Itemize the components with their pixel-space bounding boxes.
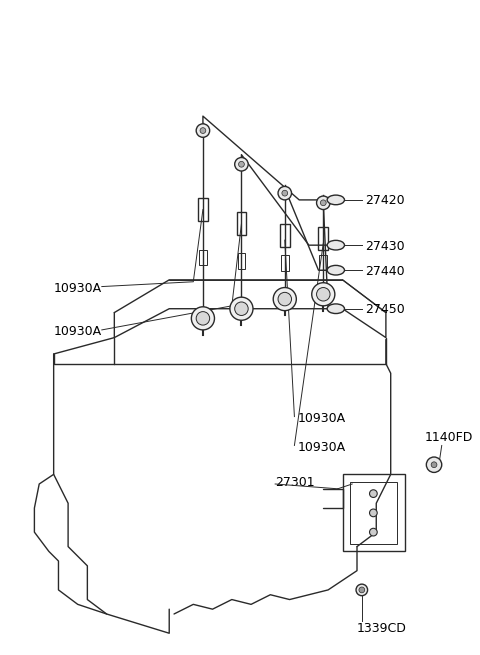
- Circle shape: [282, 190, 288, 196]
- Circle shape: [239, 161, 244, 167]
- Circle shape: [356, 584, 368, 595]
- Text: 1339CD: 1339CD: [357, 622, 407, 635]
- Circle shape: [196, 312, 210, 325]
- Text: 10930A: 10930A: [297, 412, 346, 425]
- Text: 27301: 27301: [275, 476, 315, 489]
- Circle shape: [273, 288, 296, 310]
- Ellipse shape: [327, 304, 345, 314]
- Text: 10930A: 10930A: [297, 441, 346, 454]
- Circle shape: [359, 587, 365, 593]
- Circle shape: [200, 128, 206, 134]
- Circle shape: [235, 302, 248, 316]
- Circle shape: [312, 283, 335, 306]
- Text: 27440: 27440: [365, 265, 404, 278]
- Text: 1140FD: 1140FD: [424, 431, 473, 444]
- Bar: [198, 198, 208, 221]
- Circle shape: [196, 124, 210, 138]
- Circle shape: [370, 490, 377, 497]
- Ellipse shape: [327, 265, 345, 275]
- Ellipse shape: [327, 195, 345, 205]
- Bar: [350, 482, 397, 544]
- Circle shape: [431, 462, 437, 468]
- Circle shape: [321, 200, 326, 206]
- Text: 27430: 27430: [365, 240, 404, 253]
- Text: 27450: 27450: [365, 303, 405, 316]
- Bar: [280, 224, 289, 247]
- Circle shape: [235, 158, 248, 171]
- Bar: [238, 253, 245, 269]
- Text: 10930A: 10930A: [54, 282, 102, 295]
- Bar: [319, 227, 328, 250]
- Circle shape: [426, 457, 442, 472]
- Circle shape: [278, 187, 291, 200]
- Text: 27420: 27420: [365, 195, 404, 208]
- Bar: [281, 255, 288, 271]
- Circle shape: [316, 196, 330, 210]
- Circle shape: [370, 509, 377, 517]
- Circle shape: [316, 288, 330, 301]
- Bar: [237, 212, 246, 235]
- Circle shape: [230, 297, 253, 320]
- Circle shape: [370, 529, 377, 536]
- Bar: [343, 474, 405, 552]
- Bar: [320, 255, 327, 271]
- Text: 10930A: 10930A: [54, 326, 102, 339]
- Bar: [199, 250, 207, 265]
- Circle shape: [192, 307, 215, 330]
- Ellipse shape: [327, 240, 345, 250]
- Circle shape: [278, 292, 291, 306]
